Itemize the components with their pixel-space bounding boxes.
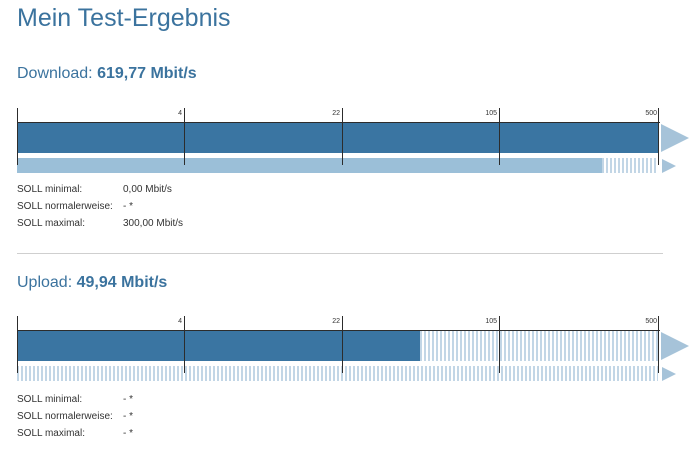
section-divider: [17, 253, 663, 254]
upload-tick-4: 4: [178, 318, 182, 325]
download-soll-minimal-value: 0,00 Mbit/s: [123, 184, 172, 195]
download-tick-22: 22: [332, 110, 340, 117]
download-soll-remainder: [602, 158, 658, 173]
upload-soll-minimal-label: SOLL minimal:: [17, 394, 83, 405]
download-divider-4: [184, 108, 185, 165]
download-soll-bar: [17, 158, 658, 173]
upload-value: 49,94 Mbit/s: [76, 274, 168, 291]
download-measured-bar: [17, 123, 658, 153]
download-scale: 4 22 105 500: [17, 108, 660, 123]
download-soll-normal-value: - *: [123, 201, 133, 212]
upload-label: Upload:: [17, 274, 73, 291]
upload-scale: 4 22 105 500: [17, 316, 660, 331]
download-divider-500: [658, 108, 659, 165]
download-measured-fill: [17, 123, 658, 153]
download-gauge: 4 22 105 500: [17, 108, 691, 178]
upload-soll-maximal-value: - *: [123, 428, 133, 439]
download-divider-start: [17, 108, 18, 165]
download-soll-maximal-value: 300,00 Mbit/s: [123, 218, 184, 229]
upload-divider-4: [184, 316, 185, 373]
upload-divider-500: [658, 316, 659, 373]
upload-measured-bar: [17, 331, 658, 361]
upload-soll-normal-value: - *: [123, 411, 133, 422]
upload-divider-start: [17, 316, 18, 373]
download-soll-minimal-label: SOLL minimal:: [17, 184, 83, 195]
upload-soll-bar: [17, 366, 658, 381]
upload-measured-fill: [17, 331, 420, 361]
download-soll-arrow-icon: [662, 159, 676, 173]
upload-soll-minimal-value: - *: [123, 394, 133, 405]
upload-measured-remainder: [420, 331, 658, 361]
upload-divider-105: [499, 316, 500, 373]
upload-measured-arrow-icon: [661, 332, 689, 360]
download-value: 619,77 Mbit/s: [97, 65, 197, 82]
download-soll-maximal-label: SOLL maximal:: [17, 218, 85, 229]
download-tick-105: 105: [485, 110, 497, 117]
download-divider-105: [499, 108, 500, 165]
download-heading: Download: 619,77 Mbit/s: [17, 64, 197, 84]
upload-heading: Upload: 49,94 Mbit/s: [17, 273, 167, 293]
download-tick-500: 500: [645, 110, 657, 117]
upload-soll-arrow-icon: [662, 367, 676, 381]
upload-soll-remainder: [17, 366, 658, 381]
download-measured-arrow-icon: [661, 124, 689, 152]
download-soll-normal-label: SOLL normalerweise:: [17, 201, 113, 212]
page-title: Mein Test-Ergebnis: [17, 4, 231, 32]
upload-gauge: 4 22 105 500: [17, 316, 691, 386]
download-divider-22: [342, 108, 343, 165]
upload-soll-normal-label: SOLL normalerweise:: [17, 411, 113, 422]
upload-tick-22: 22: [332, 318, 340, 325]
download-soll-fill: [17, 158, 602, 173]
upload-soll-maximal-label: SOLL maximal:: [17, 428, 85, 439]
upload-divider-22: [342, 316, 343, 373]
download-label: Download:: [17, 65, 93, 82]
upload-tick-500: 500: [645, 318, 657, 325]
download-tick-4: 4: [178, 110, 182, 117]
upload-tick-105: 105: [485, 318, 497, 325]
